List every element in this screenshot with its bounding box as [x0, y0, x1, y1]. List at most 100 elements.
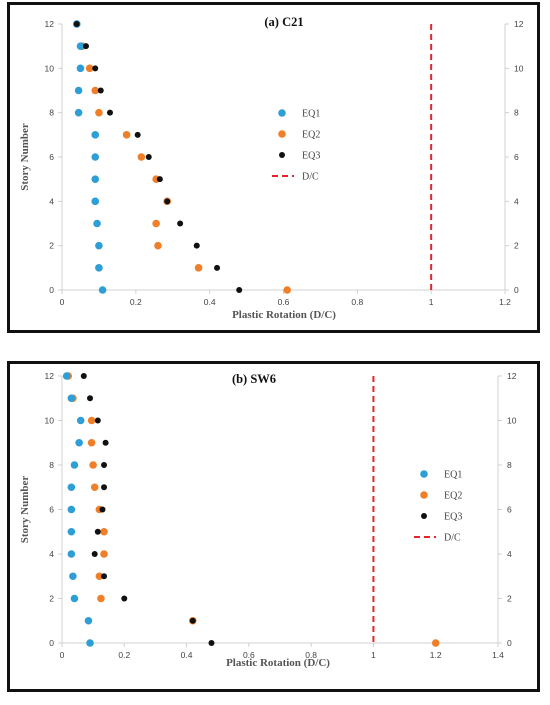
point-eq2	[95, 108, 103, 117]
point-eq3	[99, 506, 106, 513]
point-eq3	[91, 551, 98, 557]
legend-label-eq1: EQ1	[302, 109, 320, 120]
point-eq1	[70, 461, 79, 469]
point-eq1	[98, 286, 107, 294]
point-eq3	[236, 287, 243, 293]
y-tick-label: 12	[45, 371, 55, 381]
point-eq3	[189, 617, 196, 624]
point-eq1	[67, 550, 76, 558]
y2-tick-label: 12	[514, 19, 524, 29]
point-eq2	[194, 264, 203, 272]
point-eq2	[97, 594, 105, 603]
x-tick-label: 0.6	[278, 297, 290, 307]
y2-tick-label: 4	[507, 549, 512, 559]
point-eq3	[145, 154, 152, 160]
point-eq3	[106, 109, 113, 116]
point-eq3	[214, 264, 221, 271]
point-eq1	[62, 372, 71, 380]
y2-tick-label: 2	[507, 594, 512, 604]
y2-tick-label: 6	[514, 152, 519, 162]
y-tick-label: 2	[49, 594, 54, 604]
legend-swatch-eq3	[279, 152, 285, 158]
x-tick-label: 1	[371, 650, 376, 660]
x-tick-label: 0.8	[351, 297, 363, 307]
x-axis-label: Plastic Rotation (D/C)	[226, 657, 330, 669]
y-tick-label: 4	[49, 196, 54, 206]
y-tick-label: 8	[49, 108, 54, 118]
point-eq1	[91, 197, 100, 206]
point-eq3	[177, 220, 184, 227]
point-eq1	[74, 86, 83, 95]
point-eq1	[76, 416, 85, 425]
legend-swatch-eq1	[278, 109, 286, 117]
y2-tick-label: 0	[514, 285, 519, 295]
point-eq3	[102, 439, 109, 446]
point-eq3	[87, 395, 94, 402]
point-eq1	[86, 639, 94, 647]
point-eq2	[283, 286, 291, 294]
y2-tick-label: 6	[507, 505, 512, 515]
chart-c21: 0 2 4 6 8 10 12 0 2 4 6 8 10 12 0 0.2 0.4 0.6 0.8 1 1.2 (a) C…	[19, 15, 524, 321]
x-tick-label: 0.4	[204, 297, 216, 307]
point-eq2	[87, 416, 96, 425]
legend-label-dc: D/C	[302, 172, 319, 183]
point-eq3	[92, 65, 99, 72]
chart-panel-c21: 0 2 4 6 8 10 12 0 2 4 6 8 10 12 0 0.2 0.4 0.6 0.8 1 1.2 (a) C…	[7, 2, 540, 333]
point-eq2	[137, 153, 146, 161]
x-tick-label: 0.6	[243, 650, 255, 660]
y-tick-label: 10	[45, 416, 55, 426]
point-eq2	[431, 639, 440, 647]
point-eq1	[91, 153, 100, 161]
point-eq1	[69, 572, 77, 581]
point-eq2	[100, 550, 108, 558]
point-eq2	[95, 572, 104, 581]
x-tick-label: 0.2	[130, 297, 142, 307]
chart-panel-sw6: 0 2 4 6 8 10 12 0 2 4 6 8 10 12 0 0.2 0.4 0.6 0.8 1 1.2 1.4 (b…	[7, 361, 540, 692]
legend-label-dc: D/C	[444, 533, 461, 544]
point-eq3	[101, 484, 108, 491]
point-eq1	[67, 505, 76, 514]
y2-tick-label: 0	[507, 638, 512, 648]
x-tick-label: 1.4	[492, 650, 504, 660]
y-axis-label: Story Number	[19, 476, 31, 544]
x-tick-label: 1.2	[430, 650, 442, 660]
point-eq3	[97, 87, 104, 94]
legend-label-eq3: EQ3	[302, 151, 320, 162]
y2-tick-label: 8	[507, 460, 512, 470]
chart-title: (b) SW6	[232, 372, 276, 386]
point-eq3	[94, 417, 101, 424]
legend-label-eq2: EQ2	[444, 491, 462, 502]
x-axis-label: Plastic Rotation (D/C)	[232, 309, 336, 321]
y2-tick-label: 2	[514, 241, 519, 251]
point-eq1	[67, 394, 76, 403]
y-tick-label: 6	[49, 505, 54, 515]
point-eq3	[134, 131, 141, 138]
y-axis-label: Story Number	[19, 123, 31, 191]
x-tick-label: 1.2	[499, 297, 511, 307]
point-eq2	[122, 131, 131, 139]
legend-swatch-eq3	[421, 513, 427, 519]
point-eq1	[95, 241, 103, 250]
point-eq2	[100, 527, 108, 536]
point-eq2	[85, 64, 94, 73]
x-tick-label: 0.4	[181, 650, 193, 660]
y2-tick-label: 10	[507, 416, 517, 426]
legend-swatch-eq2	[278, 130, 286, 138]
y-tick-label: 4	[49, 549, 54, 559]
point-eq1	[93, 219, 101, 228]
point-eq1	[84, 616, 93, 625]
y-tick-label: 0	[49, 285, 54, 295]
point-eq1	[95, 264, 103, 272]
point-eq3	[164, 198, 171, 205]
legend-label-eq2: EQ2	[302, 130, 320, 141]
point-eq1	[91, 175, 100, 183]
point-eq2	[152, 219, 160, 228]
point-eq2	[87, 438, 96, 447]
x-tick-label: 0	[60, 650, 65, 660]
point-eq3	[73, 21, 80, 27]
point-eq3	[193, 242, 200, 249]
point-eq1	[76, 64, 85, 73]
x-tick-label: 0	[60, 297, 65, 307]
x-tick-label: 1	[429, 297, 434, 307]
legend-swatch-eq2	[420, 491, 428, 499]
